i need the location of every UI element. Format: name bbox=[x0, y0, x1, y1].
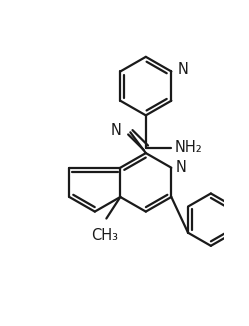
Text: CH₃: CH₃ bbox=[91, 228, 118, 243]
Text: N: N bbox=[178, 62, 188, 77]
Text: NH₂: NH₂ bbox=[175, 140, 202, 155]
Text: N: N bbox=[175, 160, 186, 175]
Text: N: N bbox=[110, 123, 121, 138]
